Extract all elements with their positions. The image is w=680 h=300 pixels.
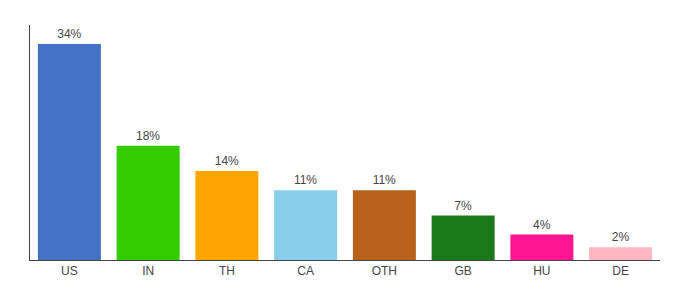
svg-text:CA: CA <box>297 264 314 278</box>
svg-text:11%: 11% <box>373 173 396 187</box>
svg-text:IN: IN <box>142 264 154 278</box>
svg-text:4%: 4% <box>533 218 551 232</box>
svg-text:TH: TH <box>219 264 235 278</box>
svg-text:GB: GB <box>454 264 471 278</box>
svg-text:DE: DE <box>612 264 629 278</box>
svg-text:US: US <box>61 264 78 278</box>
svg-text:2%: 2% <box>612 230 630 244</box>
svg-text:HU: HU <box>533 264 550 278</box>
svg-text:OTH: OTH <box>372 264 397 278</box>
svg-text:11%: 11% <box>294 173 317 187</box>
svg-text:18%: 18% <box>136 129 160 143</box>
svg-text:7%: 7% <box>454 199 472 213</box>
svg-text:34%: 34% <box>57 27 81 41</box>
svg-text:14%: 14% <box>215 154 239 168</box>
